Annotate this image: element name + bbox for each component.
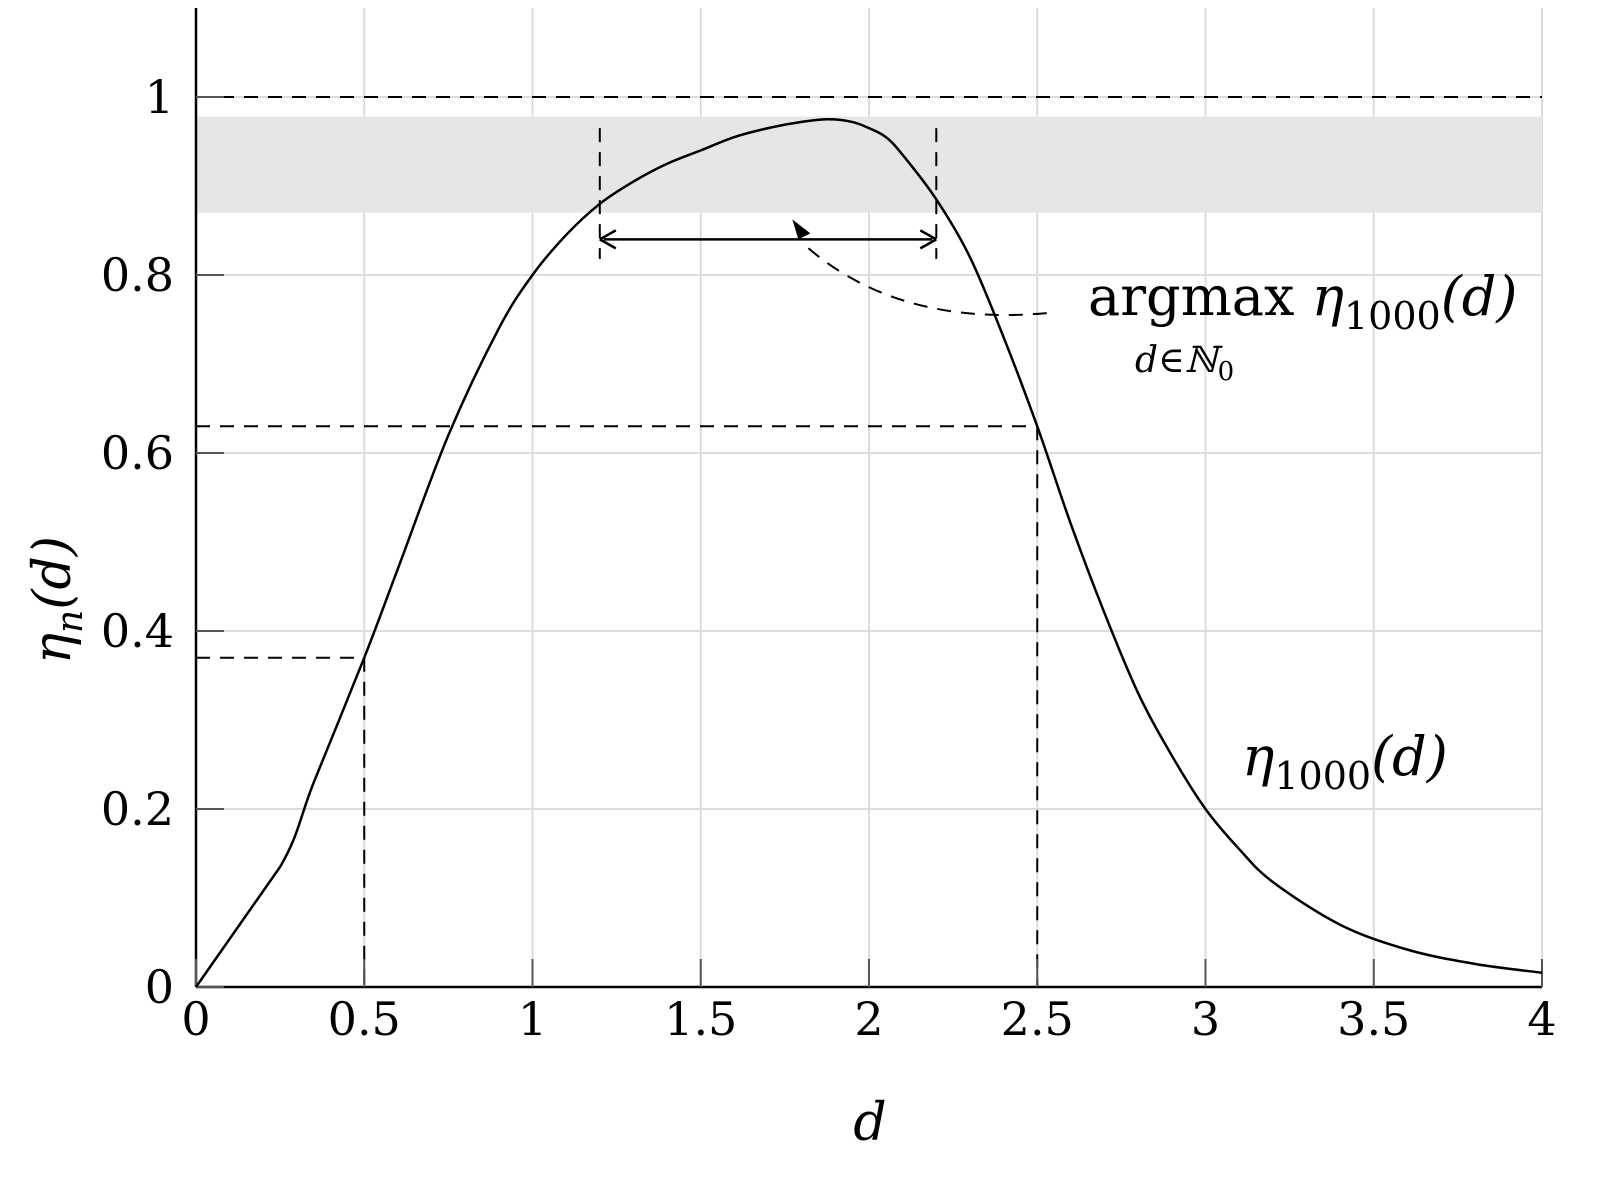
y-tick-label: 0.4 — [101, 604, 174, 658]
svg-text:d∈ℕ0: d∈ℕ0 — [1135, 340, 1234, 387]
x-tick-label: 4 — [1527, 992, 1556, 1046]
y-label-sub: n — [50, 610, 91, 633]
argmax-eta: η — [1312, 265, 1344, 328]
curve-label: η1000(d) — [1242, 725, 1448, 798]
x-tick-label: 0.5 — [328, 992, 401, 1046]
svg-text:argmax η1000(d): argmax η1000(d) — [1088, 265, 1517, 338]
y-label-arg: (d) — [23, 536, 83, 610]
argmax-word: argmax — [1088, 265, 1294, 328]
y-tick-label: 0 — [145, 960, 174, 1014]
y-axis-label: ηn(d) — [23, 536, 91, 664]
reference-lines — [196, 96, 1542, 987]
y-tick-label: 0.2 — [101, 782, 174, 836]
shaded-band — [196, 116, 1542, 213]
axes — [194, 8, 1543, 989]
curve-label-eta: η — [1242, 725, 1274, 788]
x-tick-label: 0 — [181, 992, 210, 1046]
argmax-annotation: argmax η1000(d) d∈ℕ0 — [1088, 265, 1517, 387]
y-tick-labels: 0 0.2 0.4 0.6 0.8 1 — [101, 70, 174, 1014]
x-tick-label: 2.5 — [1001, 992, 1074, 1046]
x-axis-label: d — [853, 1093, 886, 1153]
interval-arrow-head-right — [919, 229, 937, 250]
interval-arrow — [599, 219, 937, 250]
argmax-marker — [792, 219, 811, 240]
x-tick-label: 1 — [518, 992, 547, 1046]
interval-arrow-head-left — [599, 229, 617, 250]
curve-label-arg: (d) — [1371, 725, 1448, 788]
x-tick-label: 1.5 — [664, 992, 737, 1046]
y-tick-label: 1 — [145, 70, 174, 124]
argmax-under: d∈ℕ — [1135, 340, 1224, 381]
x-tick-labels: 0 0.5 1 1.5 2 2.5 3 3.5 4 — [181, 992, 1556, 1046]
argmax-under-sub: 0 — [1218, 357, 1235, 387]
x-tick-label: 3.5 — [1337, 992, 1410, 1046]
curve-label-sub: 1000 — [1274, 754, 1371, 798]
y-label-eta: η — [23, 633, 83, 664]
argmax-sub: 1000 — [1344, 294, 1441, 338]
x-tick-label: 3 — [1191, 992, 1220, 1046]
series-line-eta-1000 — [194, 117, 1543, 988]
argmax-leader-line — [807, 247, 1055, 317]
x-tick-label: 2 — [854, 992, 883, 1046]
y-tick-label: 0.6 — [101, 426, 174, 480]
argmax-arg: (d) — [1441, 265, 1518, 328]
y-tick-label: 0.8 — [101, 248, 174, 302]
